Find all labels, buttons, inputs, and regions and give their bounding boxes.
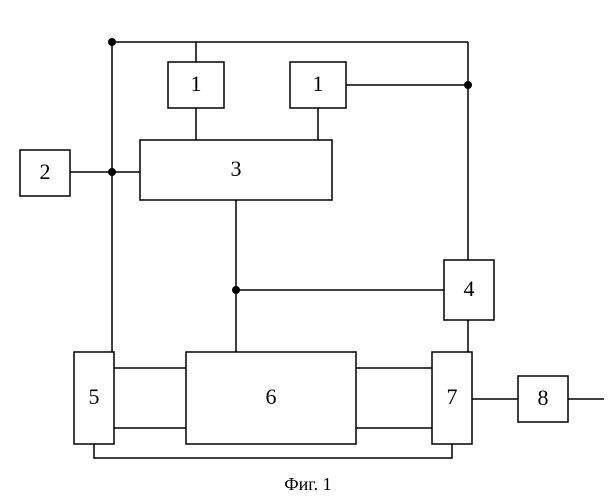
block-label-b8: 8: [538, 385, 549, 410]
figure-caption: Фиг. 1: [284, 474, 331, 494]
junction-j_top_left: [108, 38, 116, 46]
boxes-layer: 1 1 2 3 4 5 6 7 8: [20, 62, 568, 444]
block-label-b4: 4: [464, 276, 475, 301]
junction-j_mid_left: [108, 168, 116, 176]
junction-j_top_right: [464, 81, 472, 89]
block-label-b7: 7: [447, 384, 458, 409]
block-label-b1b: 1: [313, 71, 324, 96]
block-label-b3: 3: [231, 156, 242, 181]
block-label-b6: 6: [266, 384, 277, 409]
block-label-b1a: 1: [191, 71, 202, 96]
block-diagram: 1 1 2 3 4 5 6 7 8 Фиг. 1: [0, 0, 616, 500]
block-label-b5: 5: [89, 384, 100, 409]
block-label-b2: 2: [40, 159, 51, 184]
junction-j_center: [232, 286, 240, 294]
wire-bottom-bar: [94, 444, 452, 458]
